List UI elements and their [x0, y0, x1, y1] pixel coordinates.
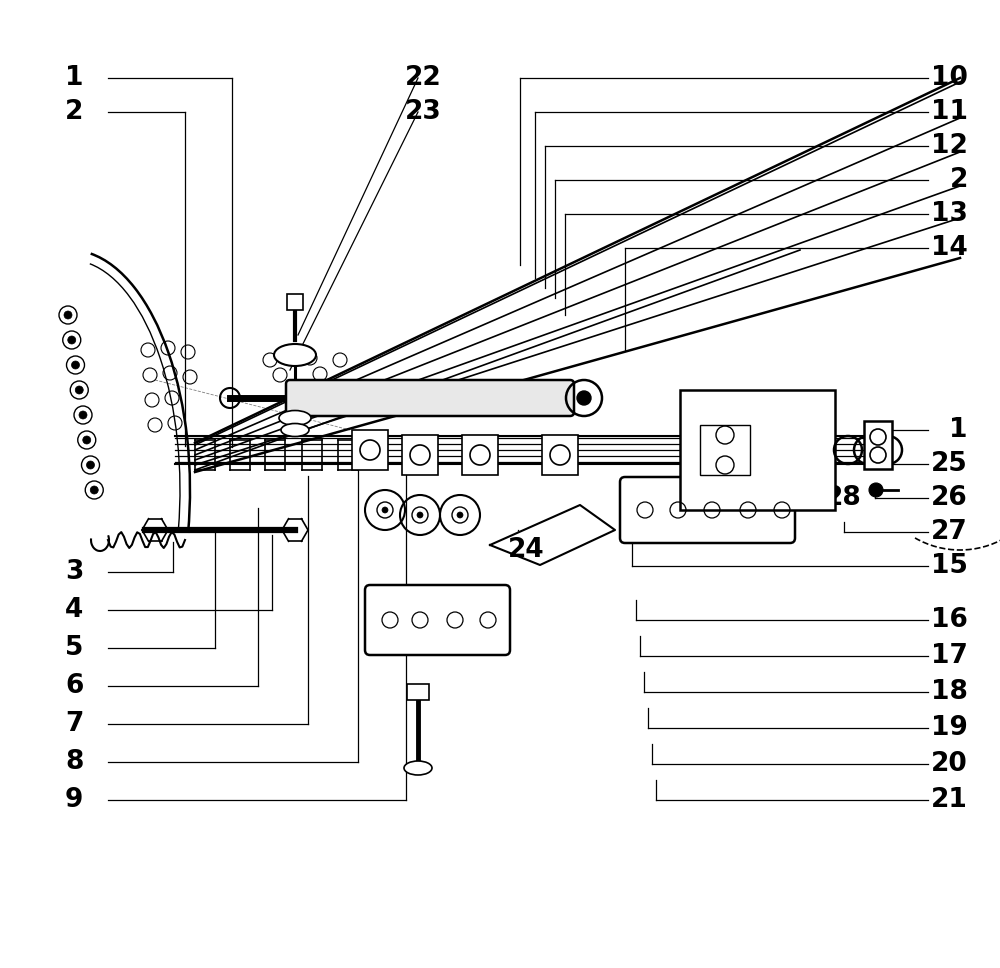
Circle shape [577, 391, 591, 405]
Text: 20: 20 [931, 751, 968, 777]
Text: 9: 9 [65, 787, 83, 813]
Circle shape [382, 507, 388, 513]
Text: 13: 13 [931, 201, 968, 227]
Text: 10: 10 [931, 65, 968, 91]
Text: 27: 27 [931, 519, 968, 545]
Text: 26: 26 [931, 485, 968, 511]
Text: 23: 23 [405, 99, 442, 125]
Circle shape [417, 512, 423, 518]
FancyBboxPatch shape [286, 380, 574, 416]
Text: 14: 14 [931, 235, 968, 261]
Ellipse shape [281, 424, 309, 437]
Circle shape [90, 486, 98, 494]
Circle shape [72, 361, 80, 369]
Bar [462, 435, 498, 475]
Ellipse shape [404, 761, 432, 775]
Text: 19: 19 [931, 715, 968, 741]
Bar [352, 430, 388, 470]
Circle shape [75, 386, 83, 394]
Circle shape [87, 461, 94, 469]
Text: 21: 21 [931, 787, 968, 813]
Bar [287, 294, 303, 310]
FancyBboxPatch shape [620, 477, 795, 543]
Bar [864, 421, 892, 469]
Text: 24: 24 [508, 537, 545, 563]
Text: 1: 1 [65, 65, 84, 91]
Ellipse shape [274, 344, 316, 366]
Text: 15: 15 [931, 553, 968, 579]
Text: 5: 5 [65, 635, 83, 661]
Bar [407, 684, 429, 700]
Text: 3: 3 [65, 559, 83, 585]
Circle shape [68, 336, 76, 344]
Text: 8: 8 [65, 749, 83, 775]
Polygon shape [490, 505, 615, 565]
Text: 28: 28 [825, 485, 862, 511]
Text: 22: 22 [405, 65, 442, 91]
Text: 2: 2 [950, 167, 968, 193]
Text: 2: 2 [65, 99, 83, 125]
Circle shape [79, 411, 87, 419]
Text: 6: 6 [65, 673, 83, 699]
Circle shape [869, 483, 883, 497]
Bar [680, 390, 835, 510]
Ellipse shape [279, 410, 311, 426]
Text: 12: 12 [931, 133, 968, 159]
Circle shape [64, 311, 72, 319]
Circle shape [457, 512, 463, 518]
Text: 1: 1 [950, 417, 968, 443]
Text: 17: 17 [931, 643, 968, 669]
Text: 18: 18 [931, 679, 968, 705]
Text: 25: 25 [931, 451, 968, 477]
Text: 11: 11 [931, 99, 968, 125]
Circle shape [83, 436, 91, 444]
Text: 4: 4 [65, 597, 83, 623]
Text: 16: 16 [931, 607, 968, 633]
FancyBboxPatch shape [365, 585, 510, 655]
Bar [402, 435, 438, 475]
Text: 7: 7 [65, 711, 83, 737]
Bar [700, 425, 750, 475]
Bar [542, 435, 578, 475]
